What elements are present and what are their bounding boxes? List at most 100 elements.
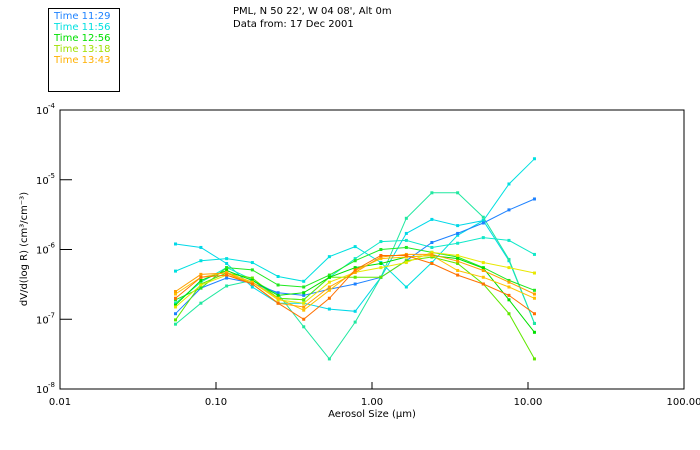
- data-point: [430, 240, 434, 244]
- data-point: [225, 268, 229, 272]
- data-point: [507, 266, 511, 270]
- x-tick-label: 0.01: [49, 397, 71, 408]
- data-point: [456, 273, 460, 277]
- data-point: [532, 197, 536, 201]
- data-point: [276, 283, 280, 287]
- data-point: [430, 245, 434, 249]
- data-point: [327, 255, 331, 259]
- data-point: [199, 259, 203, 263]
- data-point: [532, 312, 536, 316]
- data-point: [250, 280, 254, 284]
- data-point: [327, 273, 331, 277]
- data-point: [456, 261, 460, 265]
- data-point: [507, 285, 511, 289]
- data-point: [327, 285, 331, 289]
- data-point: [327, 288, 331, 292]
- data-point: [276, 296, 280, 300]
- legend-item: Time 13:43: [54, 55, 111, 66]
- date-text: Data from: 17 Dec 2001: [233, 19, 354, 30]
- data-point: [225, 261, 229, 265]
- data-point: [456, 254, 460, 258]
- data-point: [507, 208, 511, 212]
- data-point: [430, 250, 434, 254]
- data-point: [225, 276, 229, 280]
- legend-item: Time 11:29: [54, 11, 111, 22]
- data-point: [173, 318, 177, 322]
- y-axis-label: dV/d(log R) (cm³/cm⁻³): [19, 192, 30, 306]
- legend-item: Time 11:56: [54, 22, 111, 33]
- data-point: [481, 221, 485, 225]
- data-point: [302, 298, 306, 302]
- data-point: [456, 259, 460, 263]
- legend: Time 11:29 Time 11:56 Time 12:56 Time 13…: [48, 8, 120, 92]
- data-point: [327, 296, 331, 300]
- data-point: [481, 219, 485, 223]
- location-text: PML, N 50 22', W 04 08', Alt 0m: [233, 6, 392, 17]
- data-point: [404, 216, 408, 220]
- data-point: [173, 303, 177, 307]
- data-point: [430, 217, 434, 221]
- data-point: [327, 307, 331, 311]
- data-point: [353, 275, 357, 279]
- data-point: [507, 238, 511, 242]
- data-point: [225, 266, 229, 270]
- data-point: [456, 257, 460, 261]
- data-point: [302, 317, 306, 321]
- y-tick-exponent: -8: [48, 381, 55, 389]
- data-point: [481, 282, 485, 286]
- y-tick-exponent: -6: [48, 242, 56, 250]
- data-point: [173, 305, 177, 309]
- data-point: [353, 245, 357, 249]
- data-point: [225, 271, 229, 275]
- data-point: [532, 357, 536, 361]
- data-point: [379, 261, 383, 265]
- data-point: [353, 320, 357, 324]
- data-point: [456, 255, 460, 259]
- data-point: [481, 261, 485, 265]
- data-point: [481, 275, 485, 279]
- data-point: [173, 296, 177, 300]
- data-point: [404, 245, 408, 249]
- data-point: [250, 268, 254, 272]
- data-point: [173, 289, 177, 293]
- y-tick-exponent: -7: [48, 311, 55, 319]
- data-point: [507, 280, 511, 284]
- y-tick-label: 10: [36, 315, 49, 326]
- legend-item: Time 12:56: [54, 33, 111, 44]
- data-point: [379, 255, 383, 259]
- data-point: [250, 278, 254, 282]
- y-tick-label: 10: [36, 385, 49, 396]
- y-tick-exponent: -5: [48, 172, 55, 180]
- data-point: [379, 254, 383, 258]
- data-point: [456, 231, 460, 235]
- data-point: [404, 231, 408, 235]
- data-point: [302, 279, 306, 283]
- data-point: [353, 309, 357, 313]
- data-point: [199, 245, 203, 249]
- data-point: [353, 268, 357, 272]
- data-point: [199, 278, 203, 282]
- data-point: [507, 298, 511, 302]
- data-point: [173, 269, 177, 273]
- data-point: [353, 257, 357, 261]
- data-point: [199, 280, 203, 284]
- y-tick-exponent: -4: [48, 102, 56, 110]
- x-tick-label: 0.10: [205, 397, 227, 408]
- data-point: [456, 241, 460, 245]
- data-point: [379, 240, 383, 244]
- data-point: [173, 292, 177, 296]
- plot-frame: [59, 109, 685, 390]
- data-point: [430, 191, 434, 195]
- data-point: [532, 252, 536, 256]
- chart-header: PML, N 50 22', W 04 08', Alt 0m Data fro…: [233, 5, 392, 31]
- data-point: [199, 272, 203, 276]
- y-tick-label: 10: [36, 106, 49, 117]
- data-point: [225, 273, 229, 277]
- data-point: [507, 278, 511, 282]
- data-point: [456, 191, 460, 195]
- x-tick-label: 1.00: [361, 397, 383, 408]
- data-point: [173, 242, 177, 246]
- data-point: [456, 233, 460, 237]
- data-point: [379, 275, 383, 279]
